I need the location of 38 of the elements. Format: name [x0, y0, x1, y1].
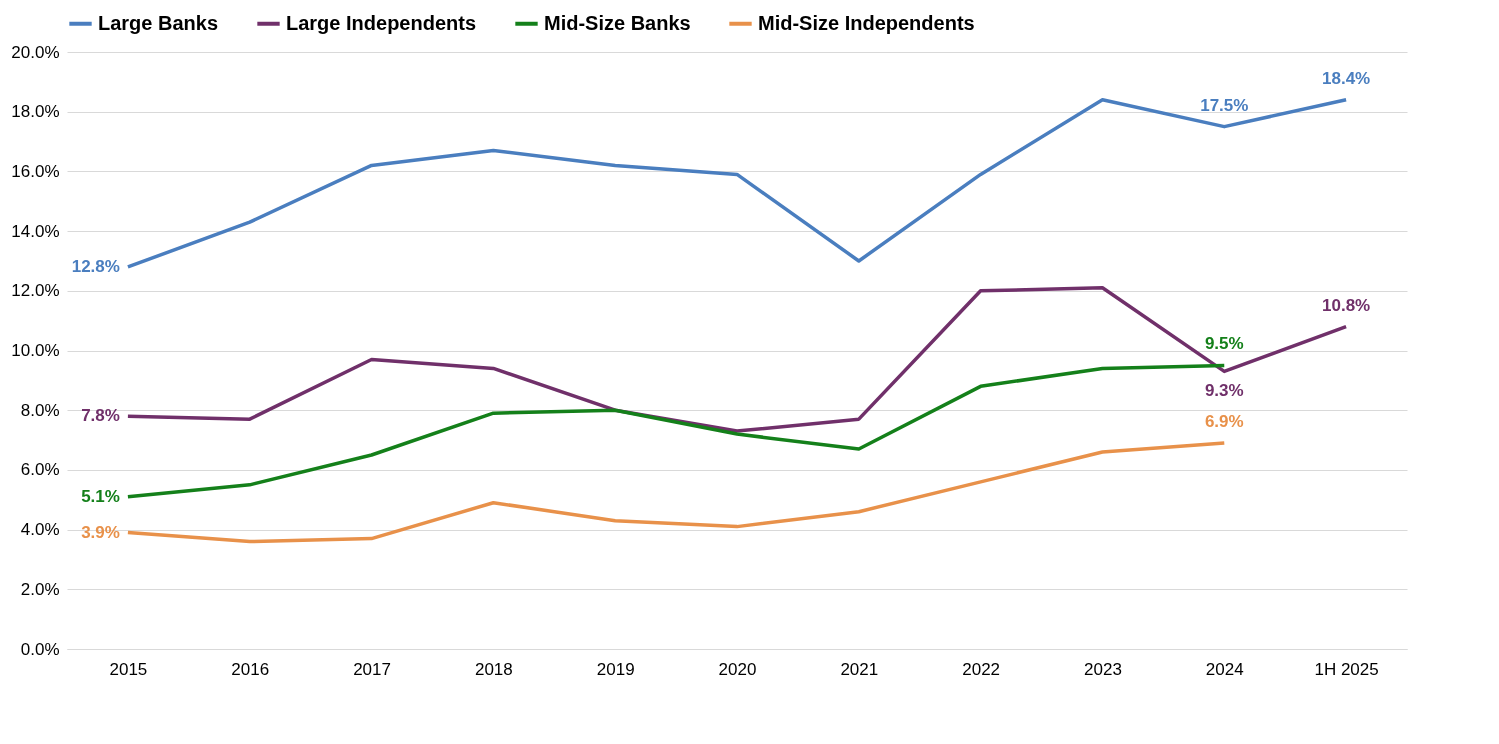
data-label: 3.9% — [81, 522, 120, 542]
y-tick-label: 0.0% — [20, 639, 60, 659]
legend-label: Mid-Size Banks — [544, 11, 691, 34]
data-label: 7.8% — [81, 406, 120, 426]
x-tick-label: 2016 — [231, 659, 270, 679]
x-tick-label: 2020 — [718, 659, 757, 679]
y-tick-label: 18.0% — [11, 102, 60, 122]
x-tick-label: 1H 2025 — [1314, 659, 1379, 679]
data-label: 17.5% — [1200, 95, 1249, 115]
y-tick-label: 10.0% — [11, 341, 60, 360]
y-tick-label: 8.0% — [20, 400, 60, 420]
legend-label: Large Independents — [286, 11, 477, 34]
data-label: 5.1% — [81, 486, 120, 506]
x-tick-label: 2022 — [962, 659, 1001, 679]
x-tick-label: 2018 — [474, 659, 513, 679]
x-tick-label: 2024 — [1205, 659, 1244, 679]
x-tick-label: 2017 — [353, 659, 391, 679]
data-label: 9.3% — [1204, 381, 1244, 401]
y-tick-label: 2.0% — [20, 579, 60, 599]
y-tick-label: 16.0% — [11, 161, 60, 181]
y-tick-label: 6.0% — [20, 460, 60, 480]
line-series — [126, 98, 1348, 269]
legend-label: Mid-Size Independents — [758, 11, 975, 34]
legend-label: Large Banks — [98, 11, 219, 34]
data-label: 12.8% — [71, 256, 120, 276]
data-label: 18.4% — [1321, 68, 1371, 88]
data-label: 6.9% — [1204, 412, 1244, 432]
x-tick-label: 2019 — [596, 659, 635, 679]
y-tick-label: 14.0% — [11, 221, 60, 241]
y-tick-label: 20.0% — [11, 42, 60, 62]
x-tick-label: 2015 — [109, 659, 148, 679]
y-tick-label: 4.0% — [20, 520, 60, 540]
x-tick-label: 2021 — [840, 659, 879, 679]
data-label: 10.8% — [1321, 295, 1371, 315]
x-tick-label: 2023 — [1084, 659, 1122, 679]
data-label: 9.5% — [1204, 334, 1244, 354]
line-series — [126, 441, 1227, 544]
y-tick-label: 12.0% — [11, 281, 60, 301]
